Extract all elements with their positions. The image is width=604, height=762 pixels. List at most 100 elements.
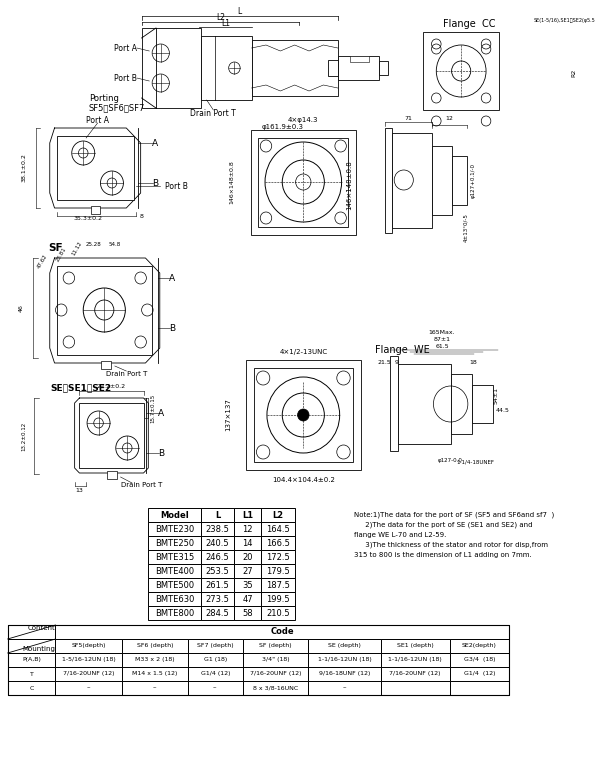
Bar [254, 368, 353, 462]
Text: 35: 35 [242, 581, 253, 590]
Text: 87±1: 87±1 [434, 337, 451, 341]
Text: 12: 12 [446, 116, 454, 120]
Bar [56, 653, 123, 667]
Text: 11.12: 11.12 [71, 240, 83, 256]
Text: 8 x 3/8-16UNC: 8 x 3/8-16UNC [253, 686, 298, 690]
Bar [261, 508, 295, 522]
Text: L1: L1 [242, 511, 253, 520]
Bar [56, 667, 123, 681]
Text: 35.3±0.2: 35.3±0.2 [74, 216, 103, 220]
Bar [381, 639, 450, 653]
Text: SF5、SF6、SF7: SF5、SF6、SF7 [89, 104, 146, 113]
Text: --: -- [213, 686, 217, 690]
Text: 9/16-18UNF (12): 9/16-18UNF (12) [319, 671, 370, 677]
Bar [123, 639, 187, 653]
Text: 1-1/4-18UNEF: 1-1/4-18UNEF [457, 459, 495, 465]
Bar [123, 653, 187, 667]
Text: BMTE630: BMTE630 [155, 594, 194, 604]
Bar [57, 266, 152, 355]
Text: 240.5: 240.5 [206, 539, 230, 548]
Text: 3/4" (18): 3/4" (18) [262, 658, 289, 662]
Text: L: L [215, 511, 220, 520]
Text: T: T [30, 671, 33, 677]
Bar [101, 361, 111, 369]
Bar [149, 550, 201, 564]
Text: P(A,B): P(A,B) [22, 658, 41, 662]
Text: flange WE L-70 and L2-59.: flange WE L-70 and L2-59. [354, 532, 446, 538]
Bar [123, 667, 187, 681]
Bar [452, 156, 467, 205]
Text: 284.5: 284.5 [206, 609, 230, 617]
Bar [234, 508, 261, 522]
Text: 246.5: 246.5 [206, 552, 230, 562]
Text: BMTE400: BMTE400 [155, 566, 194, 575]
Text: Flange  CC: Flange CC [443, 19, 495, 29]
Text: 12: 12 [243, 524, 253, 533]
Text: 1-1/16-12UN (18): 1-1/16-12UN (18) [388, 658, 442, 662]
Text: 20: 20 [243, 552, 253, 562]
Text: 21.5: 21.5 [378, 360, 391, 364]
Text: 58: 58 [242, 609, 253, 617]
Text: SE (depth): SE (depth) [328, 643, 361, 648]
Bar [234, 606, 261, 620]
Text: 23.81: 23.81 [55, 246, 67, 262]
Bar [252, 40, 338, 96]
Text: 164.5: 164.5 [266, 524, 290, 533]
Text: BMTE230: BMTE230 [155, 524, 194, 533]
Bar [328, 60, 338, 76]
Bar [338, 56, 379, 80]
Text: Port B: Port B [114, 73, 137, 82]
Bar [8, 625, 509, 695]
Text: BMTE315: BMTE315 [155, 552, 194, 562]
Bar [201, 36, 252, 100]
Bar [149, 536, 201, 550]
Bar [8, 667, 56, 681]
Text: 137×137: 137×137 [226, 399, 232, 431]
Text: 261.5: 261.5 [206, 581, 230, 590]
Text: 238.5: 238.5 [206, 524, 230, 533]
Text: G1 (18): G1 (18) [204, 658, 227, 662]
Bar [423, 32, 500, 110]
Text: 47.62: 47.62 [36, 253, 48, 269]
Bar [390, 356, 398, 451]
Text: Mounting: Mounting [22, 646, 55, 652]
Text: 61.5: 61.5 [435, 344, 449, 348]
Bar [261, 536, 295, 550]
Text: 47: 47 [242, 594, 253, 604]
Bar [381, 653, 450, 667]
Text: 1-1/16-12UN (18): 1-1/16-12UN (18) [318, 658, 371, 662]
Text: A: A [169, 274, 175, 283]
Text: Content: Content [27, 625, 55, 631]
Bar [450, 653, 509, 667]
Text: --: -- [153, 686, 157, 690]
Text: G1/4  (12): G1/4 (12) [464, 671, 495, 677]
Text: 4±13°0/-5: 4±13°0/-5 [463, 213, 469, 242]
Text: 210.5: 210.5 [266, 609, 290, 617]
Text: 7/16-20UNF (12): 7/16-20UNF (12) [63, 671, 115, 677]
Text: A: A [152, 139, 158, 148]
Text: B: B [158, 449, 164, 457]
Text: 71: 71 [405, 116, 413, 120]
Bar [308, 653, 381, 667]
Text: SF6 (depth): SF6 (depth) [137, 643, 173, 648]
Bar [398, 364, 451, 444]
Text: 3)The thickness of the stator and rotor for disp,from: 3)The thickness of the stator and rotor … [354, 542, 548, 549]
Text: BMTE250: BMTE250 [155, 539, 194, 548]
Text: 253.5: 253.5 [206, 566, 230, 575]
Bar [56, 639, 123, 653]
Text: 166.5: 166.5 [266, 539, 290, 548]
Bar [379, 61, 388, 75]
Text: Port A: Port A [86, 116, 109, 124]
Bar [149, 578, 201, 592]
Text: φ127+0.1/-0: φ127+0.1/-0 [471, 162, 476, 197]
Text: 29.2±0.2: 29.2±0.2 [97, 383, 126, 389]
Text: SE2(depth): SE2(depth) [462, 643, 496, 648]
Text: 44.5: 44.5 [495, 408, 509, 412]
Text: C: C [30, 686, 34, 690]
Text: 7/16-20UNF (12): 7/16-20UNF (12) [390, 671, 441, 677]
Text: 13: 13 [76, 488, 83, 492]
Text: --: -- [87, 686, 91, 690]
Text: 2)The data for the port of SE (SE1 and SE2) and: 2)The data for the port of SE (SE1 and S… [354, 522, 533, 529]
Bar [56, 625, 509, 639]
Bar [381, 667, 450, 681]
